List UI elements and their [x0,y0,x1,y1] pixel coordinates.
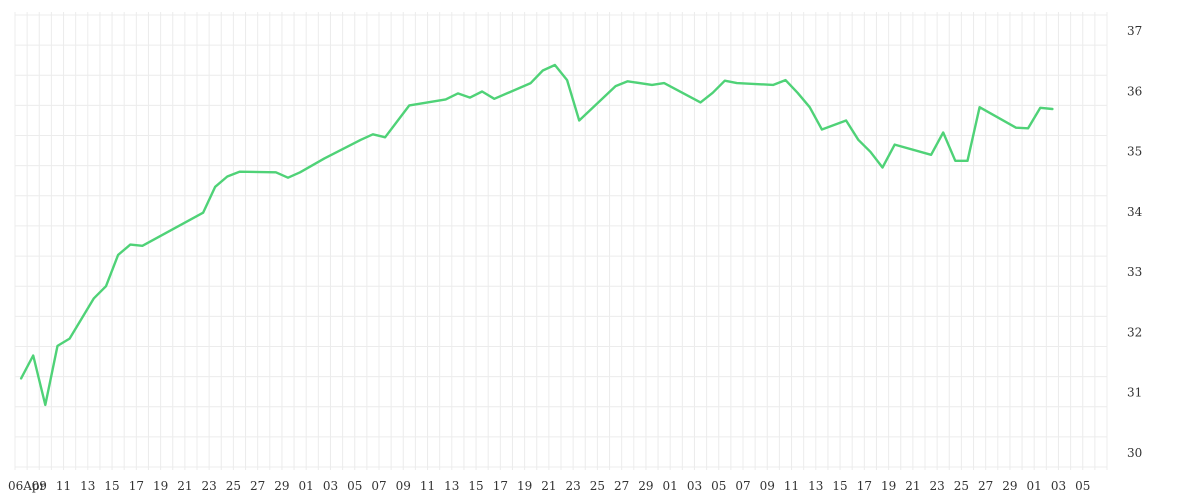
x-tick-label: 05 [711,479,726,493]
x-tick-label: 07 [735,479,750,493]
y-tick-label: 34 [1127,205,1143,219]
x-tick-label: 15 [468,479,483,493]
x-tick-label: 01 [663,479,678,493]
x-tick-label: 03 [1051,479,1066,493]
x-tick-label: 25 [226,479,241,493]
x-tick-label: 11 [784,479,799,493]
x-tick-label: 05 [1075,479,1090,493]
x-tick-label: 15 [832,479,847,493]
x-tick-label: 25 [954,479,969,493]
x-tick-label: 07 [371,479,386,493]
x-tick-label: 27 [978,479,993,493]
x-tick-label: 27 [250,479,265,493]
x-tick-label: 19 [153,479,168,493]
x-tick-label: 21 [905,479,920,493]
x-tick-label: 06Apr [8,479,46,493]
series-layer [19,63,1054,407]
x-tick-label: 29 [1002,479,1017,493]
x-tick-label: 17 [129,479,144,493]
x-tick-label: 13 [808,479,823,493]
x-tick-label: 05 [347,479,362,493]
x-tick-label: 09 [32,479,47,493]
x-tick-label: 17 [493,479,508,493]
x-tick-label: 21 [541,479,556,493]
x-tick-label: 19 [881,479,896,493]
x-tick-label: 17 [857,479,872,493]
x-tick-label: 01 [299,479,314,493]
x-tick-label: 29 [274,479,289,493]
x-tick-label: 01 [1027,479,1042,493]
x-tick-label: 11 [56,479,71,493]
y-tick-label: 31 [1127,386,1142,400]
y-tick-label: 36 [1127,84,1142,98]
x-tick-label: 13 [444,479,459,493]
x-tick-label: 23 [929,479,944,493]
x-tick-label: 03 [323,479,338,493]
x-tick-label: 29 [638,479,653,493]
y-tick-label: 32 [1127,325,1142,339]
x-tick-label: 15 [104,479,119,493]
x-tick-label: 09 [396,479,411,493]
x-tick-label: 03 [687,479,702,493]
y-tick-label: 37 [1127,24,1142,38]
grid [14,12,1108,470]
x-tick-label: 09 [760,479,775,493]
x-tick-label: 23 [201,479,216,493]
x-tick-label: 19 [517,479,532,493]
x-tick-label: 13 [80,479,95,493]
x-tick-label: 23 [565,479,580,493]
x-tick-label: 27 [614,479,629,493]
y-tick-label: 33 [1127,265,1142,279]
y-tick-label: 35 [1127,145,1142,159]
x-tick-label: 21 [177,479,192,493]
y-axis-ticks: 30 31 32 33 34 35 36 37 [1127,24,1143,460]
x-tick-label: 11 [420,479,435,493]
x-tick-label: 25 [590,479,605,493]
y-tick-label: 30 [1127,446,1142,460]
